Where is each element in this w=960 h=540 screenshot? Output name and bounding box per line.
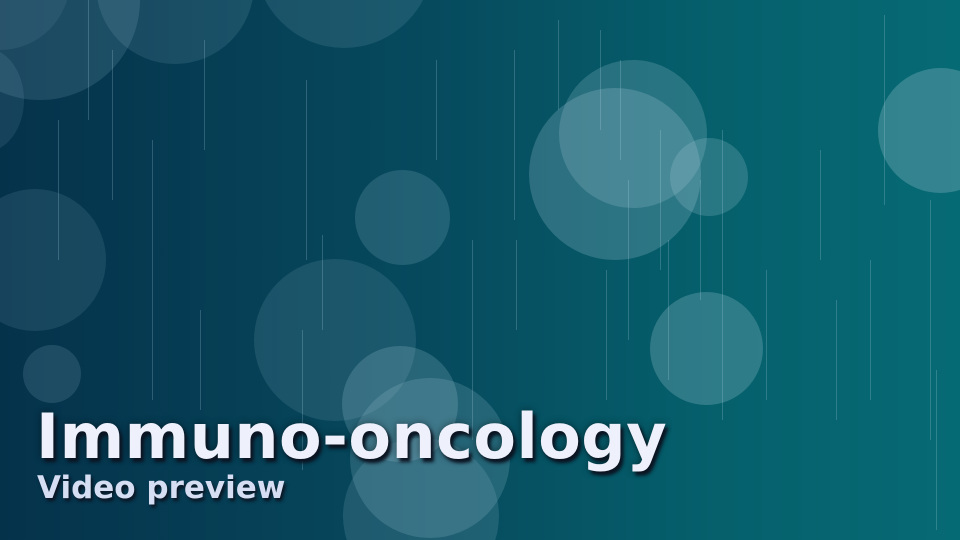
bokeh-circle: [254, 259, 416, 421]
rain-streak: [436, 60, 437, 160]
rain-streak: [112, 50, 113, 200]
rain-streak: [152, 140, 153, 400]
rain-streak: [88, 0, 89, 120]
rain-streak: [620, 60, 621, 160]
rain-streak: [200, 310, 201, 410]
rain-streak: [722, 130, 723, 420]
rain-streak: [302, 330, 303, 470]
rain-streak: [306, 80, 307, 260]
rain-streak: [766, 270, 767, 400]
rain-streak: [820, 150, 821, 260]
rain-streak: [322, 235, 323, 330]
rain-streak: [606, 270, 607, 400]
rain-streak: [668, 240, 669, 380]
bokeh-circle: [342, 346, 458, 462]
bokeh-circle: [529, 88, 701, 260]
bokeh-circle: [670, 138, 748, 216]
rain-streak: [58, 120, 59, 260]
bokeh-circle: [878, 68, 960, 193]
rain-streak: [660, 130, 661, 270]
rain-streak: [700, 180, 701, 300]
rain-streak: [600, 30, 601, 130]
rain-streak: [514, 50, 515, 220]
video-title: Immuno-oncology: [36, 400, 668, 473]
rain-streak: [628, 180, 629, 340]
rain-streak: [836, 300, 837, 420]
rain-streak: [870, 260, 871, 400]
video-subtitle: Video preview: [37, 470, 286, 506]
rain-streak: [516, 240, 517, 330]
rain-streak: [204, 40, 205, 150]
bokeh-circle: [650, 292, 763, 405]
rain-streak: [472, 240, 473, 440]
bokeh-circle: [559, 60, 707, 208]
rain-streak: [930, 200, 931, 440]
bokeh-circle: [0, 189, 106, 331]
rain-streak: [936, 370, 937, 530]
rain-streak: [558, 20, 559, 110]
bokeh-circle: [23, 345, 81, 403]
rain-streak: [884, 15, 885, 205]
bokeh-circle: [350, 378, 510, 538]
bokeh-circle: [255, 0, 433, 48]
bokeh-circle: [355, 170, 450, 265]
